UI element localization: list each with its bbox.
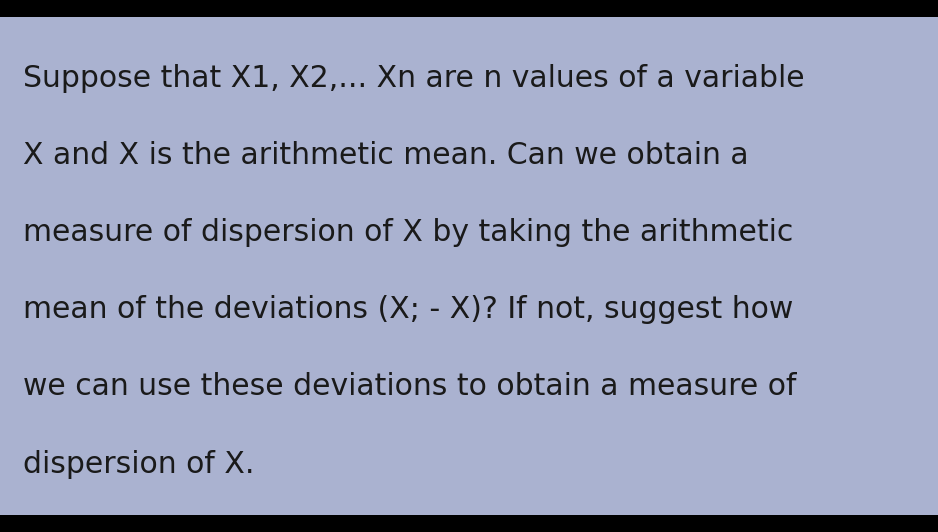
- Text: Suppose that X1, X2,... Xn are n values of a variable: Suppose that X1, X2,... Xn are n values …: [23, 64, 805, 93]
- Text: mean of the deviations (X; - X)? If not, suggest how: mean of the deviations (X; - X)? If not,…: [23, 295, 794, 325]
- Text: measure of dispersion of X by taking the arithmetic: measure of dispersion of X by taking the…: [23, 218, 794, 247]
- Text: dispersion of X.: dispersion of X.: [23, 450, 255, 479]
- Text: we can use these deviations to obtain a measure of: we can use these deviations to obtain a …: [23, 372, 797, 402]
- Text: X and X is the arithmetic mean. Can we obtain a: X and X is the arithmetic mean. Can we o…: [23, 141, 749, 170]
